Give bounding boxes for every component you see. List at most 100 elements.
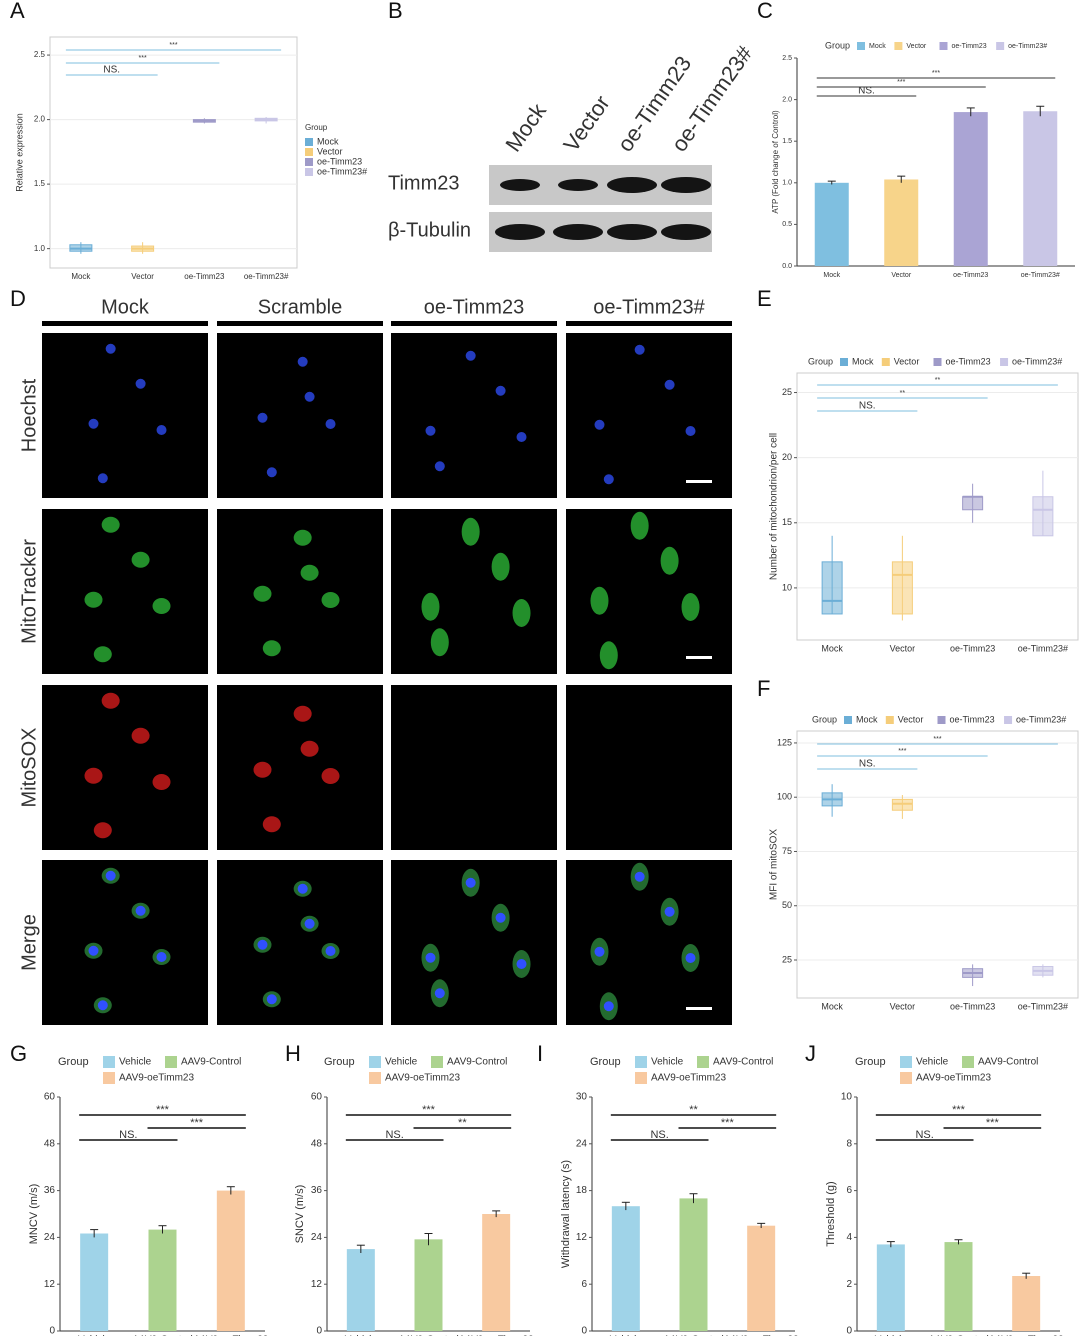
y-tick-label: 18 [576,1185,588,1196]
row-label: Merge [18,914,40,971]
y-tick-label: 48 [44,1138,56,1149]
legend-label: AAV9-Control [181,1057,241,1068]
cell [461,517,480,546]
y-tick-label: 0 [581,1326,587,1336]
y-tick-label: 6 [846,1185,852,1196]
y-tick-label: 15 [782,517,792,527]
significance-label: NS. [103,65,120,76]
nucleus [105,870,116,881]
cell [599,641,618,670]
legend-swatch [103,1056,115,1068]
nucleus [304,918,315,929]
nucleus [664,906,675,917]
micrograph [42,860,208,1025]
y-tick-label: 24 [576,1138,588,1149]
x-tick-label: oe-Timm23 [950,1001,995,1011]
y-axis-label: Relative expression [14,113,24,192]
legend-label: oe-Timm23# [1008,43,1047,50]
nucleus [685,953,696,963]
x-tick-label: AAV9-oeTimm23 [459,1335,534,1336]
cell [135,378,146,389]
significance-label: *** [952,1104,966,1116]
bar [814,182,849,266]
panel: J 0 2 4 6 8 10 Threshold (g) Vehicle AAV9-Control… [805,1041,1064,1336]
nucleus [297,883,308,894]
cell [253,585,272,602]
nucleus [634,871,645,882]
significance-label: NS. [858,86,875,97]
cell [293,705,312,722]
legend-swatch [305,158,313,166]
micrograph [566,685,732,850]
legend-swatch [369,1056,381,1068]
cell [630,511,649,540]
y-tick-label: 2.5 [34,50,46,59]
y-tick-label: 36 [311,1185,323,1196]
x-tick-label: AAV9-oeTimm23 [193,1335,268,1336]
significance-label: *** [898,748,906,755]
micrograph [42,509,208,674]
significance-label: *** [139,55,147,62]
y-tick-label: 12 [44,1279,56,1290]
x-tick-label: Mock [71,272,91,281]
significance-label: *** [986,1117,1000,1129]
panel: C 0.0 0.5 1.0 1.5 2.0 2.5 ATP (Fold change of C… [757,0,1075,279]
legend-label: oe-Timm23 [952,43,987,50]
row-label: MitoSOX [18,727,40,807]
y-axis-label: ATP (Fold change of Control) [771,110,780,214]
nucleus [465,877,476,888]
bar [1023,111,1058,266]
micrograph [391,685,557,850]
bar [216,1190,245,1331]
legend-swatch [962,1056,974,1068]
legend-title: Group [590,1056,621,1068]
significance-label: *** [156,1104,170,1116]
y-tick-label: 10 [782,582,792,592]
legend-label: AAV9-oeTimm23 [119,1073,194,1084]
y-tick-label: 1.0 [34,244,46,253]
blot-band [495,224,545,240]
cell [101,692,120,709]
x-tick-label: oe-Timm23# [1018,1001,1068,1011]
y-tick-label: 25 [782,954,792,964]
y-tick-label: 20 [782,452,792,462]
legend-swatch [305,148,313,156]
nucleus [135,905,146,916]
y-tick-label: 2.0 [34,115,46,124]
column-header: Scramble [258,296,342,318]
micrograph [391,333,557,498]
legend-label: Vector [317,146,343,156]
cell [495,385,506,396]
y-tick-label: 30 [576,1092,588,1103]
significance-label: ** [935,377,941,384]
x-tick-label: Vector [891,272,912,279]
legend-label: oe-Timm23 [317,156,362,166]
y-tick-label: 1.5 [34,179,46,188]
plot-frame [49,36,298,269]
bar [1012,1276,1041,1331]
panel-letter: H [285,1041,301,1066]
y-tick-label: 75 [782,846,792,856]
bar [876,1244,905,1331]
panel-letter: A [10,0,25,23]
x-tick-label: AAV9-Control [928,1335,988,1336]
legend-swatch [431,1056,443,1068]
x-tick-label: oe-Timm23 [953,272,988,279]
panel-letter: D [10,286,26,311]
bar [482,1214,511,1331]
cell [93,822,112,839]
plot-frame [796,372,1079,641]
y-tick-label: 0 [846,1326,852,1336]
legend-swatch [933,358,942,366]
y-tick-label: 6 [581,1279,587,1290]
significance-label: *** [169,42,177,49]
legend-swatch [103,1072,115,1084]
significance-label: *** [897,79,905,86]
cell [300,740,319,757]
cell [664,379,675,390]
legend-label: Vehicle [385,1057,418,1068]
cell [304,391,315,402]
lane-label: Vector [558,91,614,156]
micrograph [566,333,732,498]
blot-band [661,177,711,193]
